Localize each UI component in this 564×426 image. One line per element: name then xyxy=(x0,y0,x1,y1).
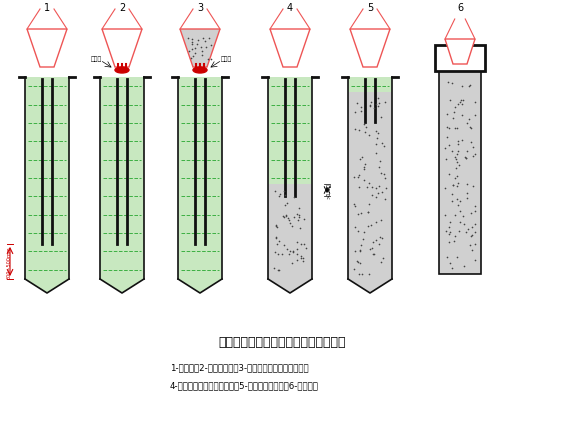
Polygon shape xyxy=(350,30,390,68)
Text: 导管法灌注水下混凝土的全过程示意图: 导管法灌注水下混凝土的全过程示意图 xyxy=(218,336,346,349)
Text: 3: 3 xyxy=(197,3,203,13)
Text: 1: 1 xyxy=(44,3,50,13)
Text: 1-下导管；2-放置封口板；3-在灌注漏斗中装入混凝土；: 1-下导管；2-放置封口板；3-在灌注漏斗中装入混凝土； xyxy=(170,363,309,371)
Ellipse shape xyxy=(115,68,129,74)
Text: 封口板: 封口板 xyxy=(221,56,232,62)
Text: >1.5米: >1.5米 xyxy=(327,183,332,199)
Polygon shape xyxy=(270,30,310,68)
Text: 300~500mm: 300~500mm xyxy=(7,246,11,278)
Text: 封口板: 封口板 xyxy=(90,56,102,62)
Polygon shape xyxy=(27,30,67,68)
Text: 4: 4 xyxy=(287,3,293,13)
Polygon shape xyxy=(180,30,220,68)
Polygon shape xyxy=(25,78,69,294)
Polygon shape xyxy=(348,78,392,294)
Bar xyxy=(439,72,481,274)
Text: 5: 5 xyxy=(367,3,373,13)
Polygon shape xyxy=(445,40,475,65)
Polygon shape xyxy=(178,78,222,294)
Polygon shape xyxy=(100,78,144,294)
Polygon shape xyxy=(348,93,392,294)
Ellipse shape xyxy=(193,68,207,74)
Text: 2: 2 xyxy=(119,3,125,13)
Text: 6: 6 xyxy=(457,3,463,13)
Text: 4-起拔封口板，初灌混凝土；5-连续灌注混凝土；6-起拔护筒: 4-起拔封口板，初灌混凝土；5-连续灌注混凝土；6-起拔护筒 xyxy=(170,380,319,390)
Bar xyxy=(435,46,485,72)
Polygon shape xyxy=(268,78,312,294)
Polygon shape xyxy=(102,30,142,68)
Polygon shape xyxy=(268,184,312,294)
